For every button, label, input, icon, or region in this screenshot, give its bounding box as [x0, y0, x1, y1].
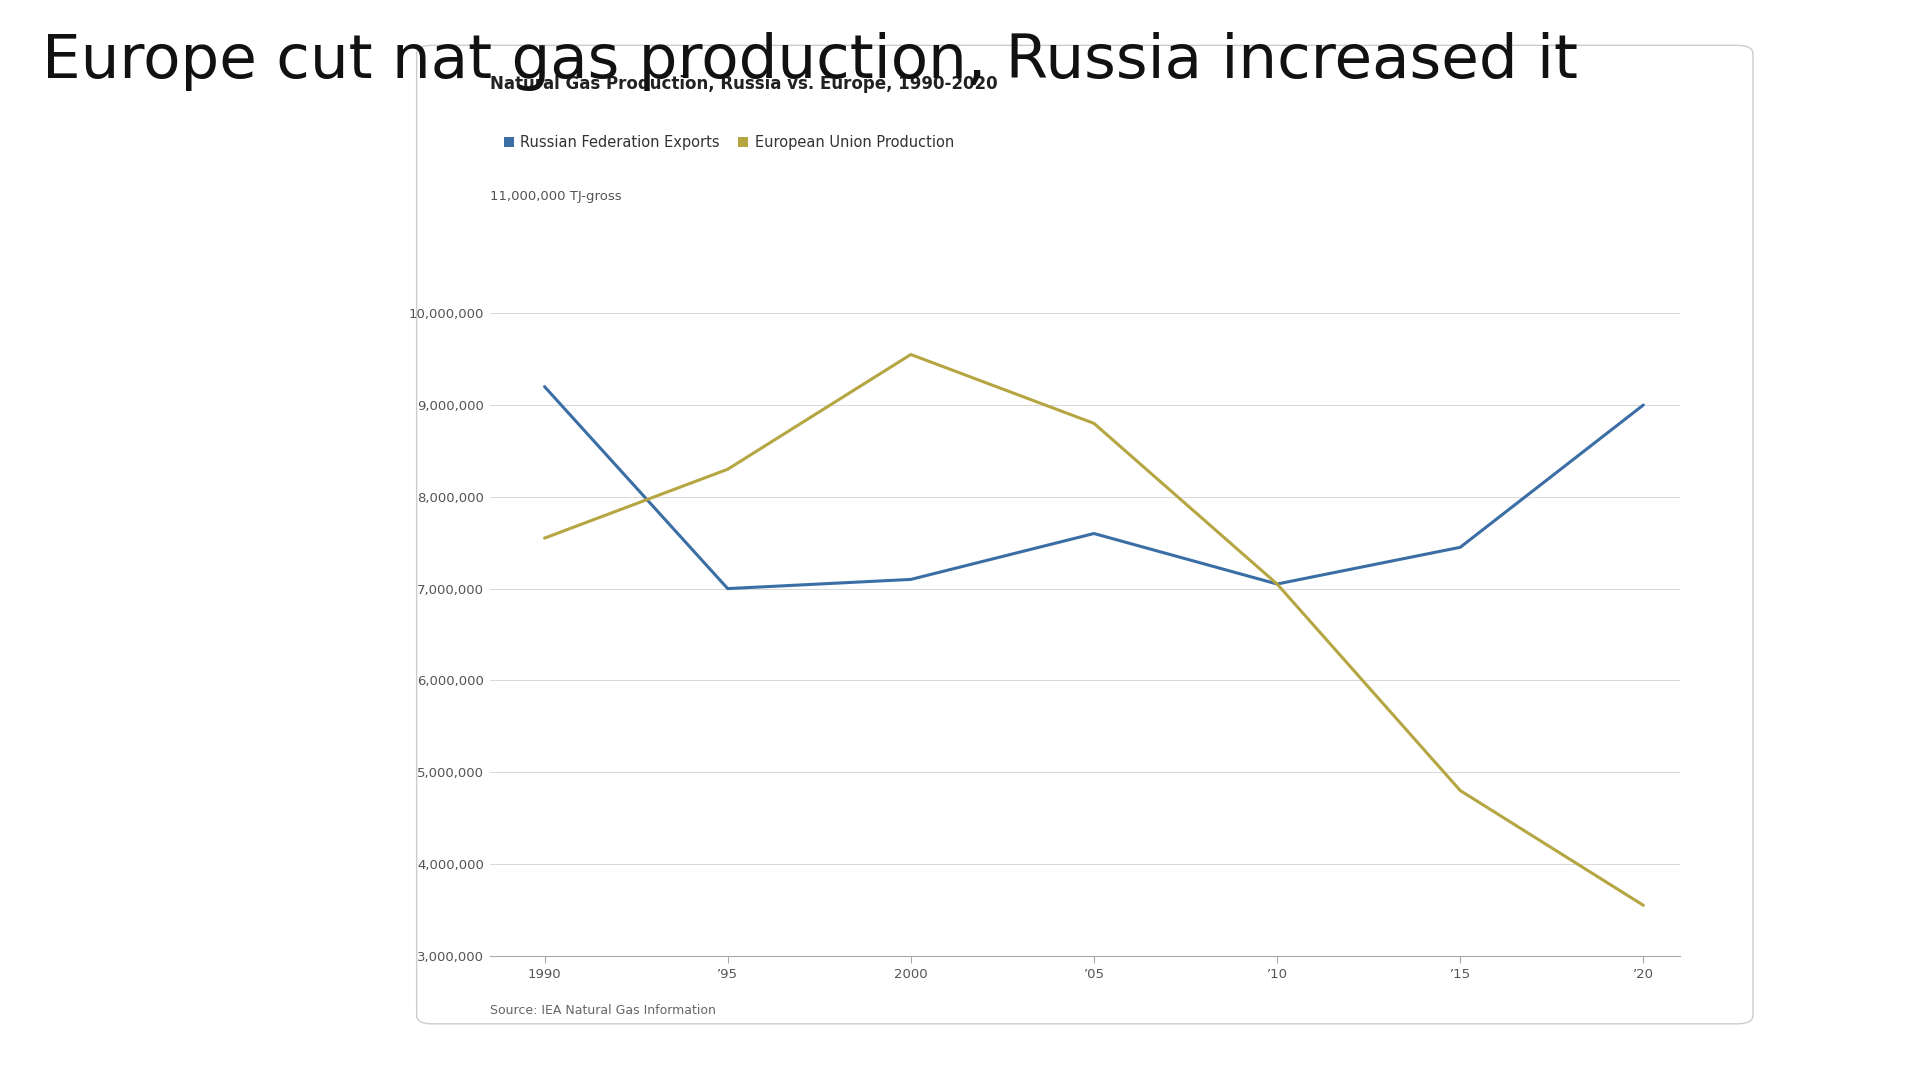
- Legend: Russian Federation Exports, European Union Production: Russian Federation Exports, European Uni…: [497, 130, 960, 157]
- Text: Europe cut nat gas production, Russia increased it: Europe cut nat gas production, Russia in…: [42, 32, 1578, 92]
- Text: Natural Gas Production, Russia vs. Europe, 1990-2020: Natural Gas Production, Russia vs. Europ…: [490, 75, 996, 93]
- Text: 11,000,000 TJ-gross: 11,000,000 TJ-gross: [490, 190, 622, 203]
- Text: Source: IEA Natural Gas Information: Source: IEA Natural Gas Information: [490, 1004, 716, 1017]
